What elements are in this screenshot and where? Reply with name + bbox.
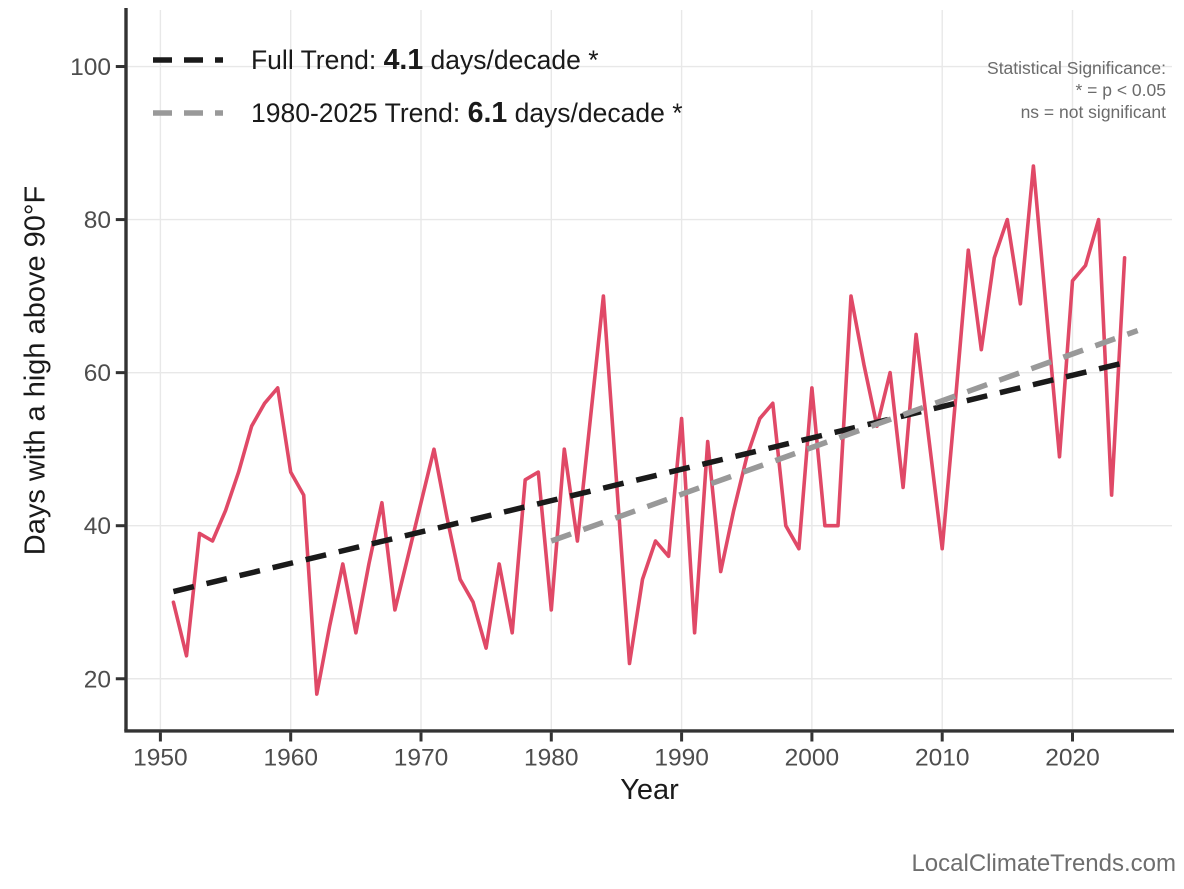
black-dashed-line-swatch [153,57,223,63]
y-tick-label: 20 [84,666,111,693]
significance-note-star: * = p < 0.05 [1075,80,1167,100]
annual-days-series-line [171,164,1127,696]
x-tick-label: 1990 [654,745,709,772]
significance-note: Statistical Significance: * = p < 0.05 n… [987,57,1166,123]
x-tick-label: 1950 [133,745,188,772]
significance-note-ns: ns = not significant [1020,102,1166,122]
legend-item-full-trend: Full Trend: 4.1 days/decade * [152,38,683,82]
x-axis-title: Year [620,774,679,806]
x-tick-label: 2010 [915,745,970,772]
y-axis-title: Days with a high above 90°F [19,185,52,556]
legend-label: Full Trend: 4.1 days/decade * [251,44,599,77]
y-tick-label: 80 [84,207,111,234]
legend-label-suffix: days/decade * [507,97,683,128]
full-trend-dashed-line [172,360,1126,595]
y-tick-label: 40 [84,513,111,540]
x-axis-ticks: 1950 1960 1970 1980 1990 2000 2010 2020 [133,732,1100,772]
y-tick-label: 100 [70,54,111,81]
x-tick-label: 2000 [785,745,840,772]
legend-label-prefix: 1980-2025 Trend: [251,97,468,128]
gridlines [128,10,1172,729]
legend-trend-value: 6.1 [467,96,508,129]
x-tick-label: 2020 [1045,745,1100,772]
x-tick-label: 1970 [394,745,449,772]
legend-label: 1980-2025 Trend: 6.1 days/decade * [251,97,683,130]
y-tick-label: 60 [84,360,111,387]
x-tick-label: 1960 [263,745,318,772]
watermark-text: LocalClimateTrends.com [911,850,1176,877]
legend-label-prefix: Full Trend: [251,44,384,75]
axis-lines [124,8,1174,733]
x-tick-label: 1980 [524,745,579,772]
legend-label-suffix: days/decade * [423,44,599,75]
legend-trend-value: 4.1 [383,43,424,76]
y-axis-ticks: 20 40 60 80 100 [70,54,125,693]
gray-dashed-line-swatch [153,110,223,116]
legend-item-recent-trend: 1980-2025 Trend: 6.1 days/decade * [152,91,683,135]
trend-lines [172,327,1139,595]
recent-trend-dashed-line [550,327,1139,544]
trend-legend: Full Trend: 4.1 days/decade * 1980-2025 … [152,38,683,135]
significance-note-title: Statistical Significance: [987,58,1166,78]
